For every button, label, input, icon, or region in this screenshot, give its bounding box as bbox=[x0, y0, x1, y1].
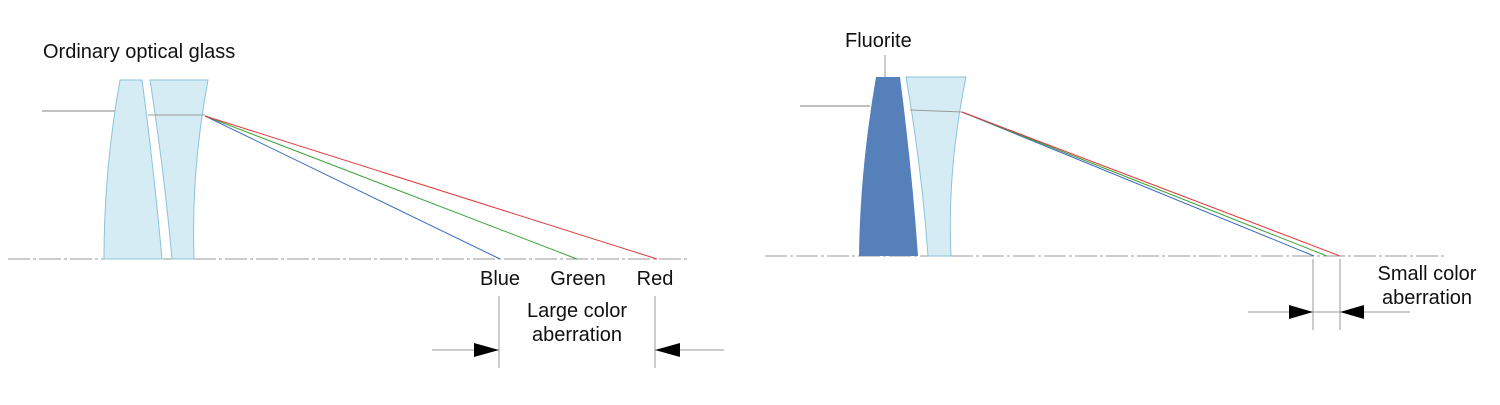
left-aberration-label-line2: aberration bbox=[532, 324, 622, 346]
left-red-label: Red bbox=[637, 268, 674, 290]
right-fluorite-lens bbox=[859, 77, 918, 256]
left-arrowhead-left-icon bbox=[655, 343, 680, 357]
right-arrowhead-right-icon bbox=[1289, 305, 1313, 319]
right-blue-ray bbox=[961, 111, 1315, 257]
left-aberration-label-line1: Large color bbox=[527, 300, 627, 322]
left-green-ray bbox=[204, 115, 578, 260]
right-aberration-label-line1: Small color bbox=[1378, 263, 1477, 285]
left-arrowhead-right-icon bbox=[474, 343, 499, 357]
right-green-ray bbox=[961, 111, 1328, 257]
right-title: Fluorite bbox=[845, 30, 912, 52]
right-arrowhead-left-icon bbox=[1340, 305, 1364, 319]
left-lens-2 bbox=[149, 79, 209, 260]
left-panel: Ordinary optical glass Blue Green Red La… bbox=[8, 41, 724, 368]
left-red-ray bbox=[204, 115, 658, 260]
right-red-ray bbox=[961, 111, 1341, 257]
left-blue-ray bbox=[204, 115, 501, 260]
left-blue-label: Blue bbox=[480, 268, 520, 290]
right-aberration-label-line2: aberration bbox=[1382, 287, 1472, 309]
right-glass-lens bbox=[905, 76, 967, 257]
left-green-label: Green bbox=[550, 268, 606, 290]
left-lens-1 bbox=[103, 79, 163, 260]
left-title: Ordinary optical glass bbox=[43, 41, 235, 63]
right-internal-ray bbox=[909, 109, 963, 113]
right-panel: Fluorite Small color aberration bbox=[765, 30, 1477, 330]
